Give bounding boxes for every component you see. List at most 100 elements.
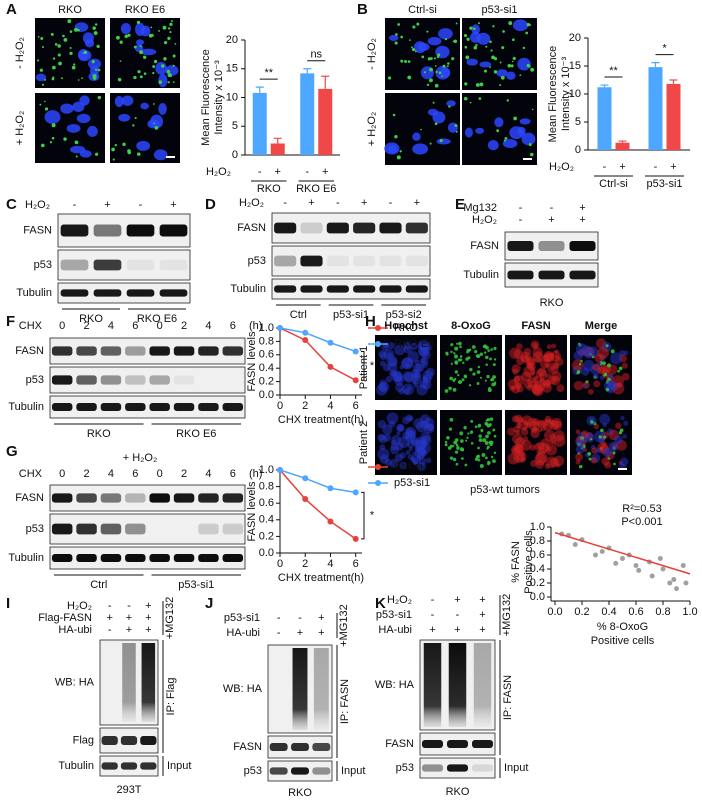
tissue bbox=[462, 361, 465, 364]
tissue bbox=[524, 421, 529, 426]
green-dot bbox=[50, 32, 54, 36]
condition-sign: + bbox=[579, 202, 585, 214]
green-dot bbox=[82, 52, 85, 54]
tissue bbox=[394, 344, 406, 356]
band bbox=[472, 764, 493, 772]
tissue bbox=[607, 380, 617, 390]
x-tick-label: 2 bbox=[302, 558, 308, 570]
band bbox=[379, 255, 402, 267]
tissue bbox=[463, 426, 467, 430]
tissue bbox=[417, 344, 430, 357]
condition-label: HA-ubi bbox=[378, 624, 412, 636]
green-dot bbox=[434, 83, 439, 88]
error-bar bbox=[651, 62, 660, 68]
tissue bbox=[621, 362, 628, 369]
green-dot bbox=[434, 65, 437, 67]
annotation: P<0.001 bbox=[621, 516, 662, 528]
green-dot bbox=[464, 97, 468, 101]
green-dot bbox=[174, 43, 177, 45]
green-dot bbox=[169, 31, 172, 34]
tissue bbox=[476, 370, 481, 374]
band bbox=[126, 289, 155, 297]
green-dot bbox=[172, 54, 176, 58]
tissue bbox=[550, 375, 561, 386]
tissue bbox=[482, 438, 487, 443]
tissue bbox=[471, 345, 476, 349]
x-tick-label: 4 bbox=[327, 558, 333, 570]
tissue bbox=[588, 346, 599, 357]
tissue bbox=[406, 434, 413, 441]
tissue bbox=[536, 449, 542, 455]
series-line bbox=[279, 469, 356, 494]
tissue bbox=[613, 462, 616, 466]
nucleus bbox=[78, 49, 92, 62]
band bbox=[93, 259, 122, 271]
tissue bbox=[607, 363, 612, 368]
y-tick-label: 5 bbox=[232, 120, 238, 132]
band bbox=[269, 767, 288, 775]
green-dot bbox=[400, 59, 404, 63]
tissue bbox=[479, 376, 483, 379]
green-dot bbox=[414, 50, 417, 53]
green-dot bbox=[92, 74, 97, 79]
band bbox=[76, 493, 97, 503]
tissue bbox=[423, 376, 428, 381]
error-bar bbox=[321, 75, 330, 89]
x-axis-label: Positive cells bbox=[591, 635, 655, 647]
band bbox=[569, 270, 596, 280]
smear bbox=[313, 648, 329, 730]
x-tick-label: 2 bbox=[302, 400, 308, 412]
tissue bbox=[461, 457, 464, 460]
green-dot bbox=[52, 57, 56, 60]
green-dot bbox=[92, 26, 96, 30]
band bbox=[447, 764, 468, 772]
green-dot bbox=[163, 41, 168, 45]
condition-sign: + bbox=[318, 612, 324, 624]
tissue bbox=[578, 464, 583, 469]
green-dot bbox=[57, 53, 61, 57]
tissue bbox=[622, 434, 627, 439]
tissue bbox=[466, 436, 469, 439]
tissue bbox=[403, 388, 410, 395]
tissue bbox=[444, 440, 448, 444]
tissue bbox=[512, 368, 519, 375]
tissue bbox=[485, 456, 488, 460]
point bbox=[327, 518, 334, 525]
tissue bbox=[581, 430, 589, 438]
condition-sign: + bbox=[429, 624, 435, 636]
condition-sign: 6 bbox=[230, 320, 236, 332]
blot-strip bbox=[49, 366, 246, 394]
tissue bbox=[576, 370, 581, 374]
treatment-label: +MG132 bbox=[501, 594, 513, 637]
tissue bbox=[461, 378, 465, 382]
tissue bbox=[572, 359, 584, 371]
green-dot bbox=[501, 46, 505, 50]
tissue bbox=[492, 363, 496, 367]
green-dot bbox=[167, 36, 171, 40]
micrograph-content bbox=[115, 20, 179, 88]
column-header: Merge bbox=[585, 320, 617, 332]
band bbox=[125, 554, 146, 562]
condition-sign: 6 bbox=[132, 320, 138, 332]
y-tick-label: 0.2 bbox=[259, 530, 274, 542]
point bbox=[352, 489, 359, 496]
nucleus bbox=[438, 28, 453, 40]
band bbox=[405, 285, 428, 293]
bracket-label: IP: Flag bbox=[165, 678, 177, 716]
condition-sign: + bbox=[414, 197, 420, 209]
tissue bbox=[484, 441, 489, 445]
tissue bbox=[460, 439, 464, 443]
tissue bbox=[617, 369, 620, 373]
tissue bbox=[549, 350, 562, 362]
smear bbox=[122, 643, 136, 722]
condition-sign: + bbox=[145, 600, 151, 612]
green-dot bbox=[528, 65, 531, 68]
row-label: + H₂O₂ bbox=[366, 112, 378, 147]
micrograph-content bbox=[575, 413, 629, 471]
tissue bbox=[483, 351, 487, 354]
point bbox=[572, 542, 578, 547]
tissue bbox=[598, 435, 602, 439]
green-dot bbox=[166, 69, 171, 74]
nucleus bbox=[521, 132, 536, 146]
band bbox=[379, 222, 402, 234]
